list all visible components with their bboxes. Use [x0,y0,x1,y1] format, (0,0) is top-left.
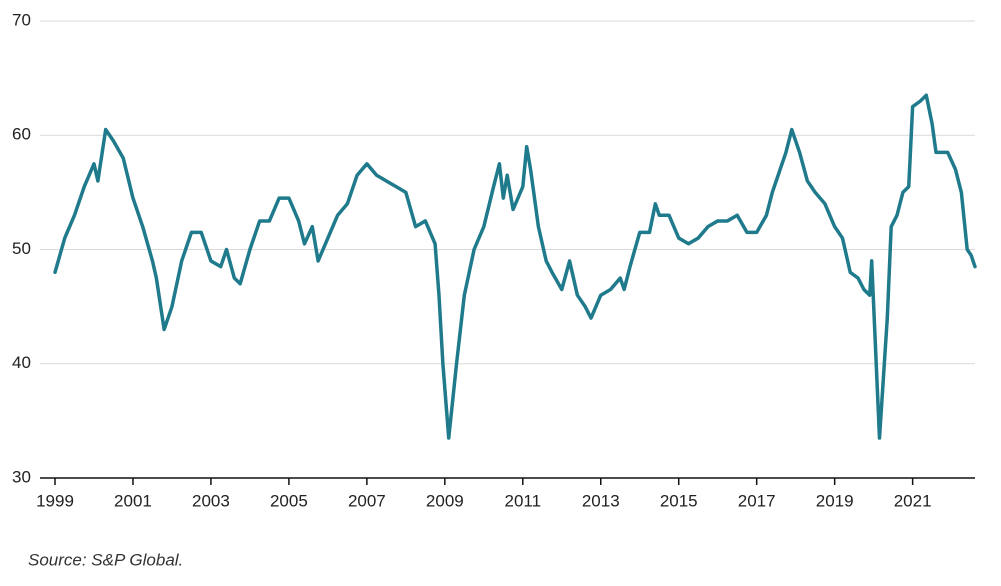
x-tick-label: 2017 [738,491,776,510]
x-tick-label: 2021 [894,491,932,510]
y-tick-label: 70 [12,10,31,29]
x-tick-label: 2015 [660,491,698,510]
y-tick-label: 30 [12,467,31,486]
y-tick-label: 60 [12,125,31,144]
x-tick-label: 2011 [505,491,542,510]
x-tick-label: 2001 [114,491,152,510]
data-line [53,93,977,440]
y-tick-label: 40 [12,353,31,372]
source-note: Source: S&P Global. [28,550,183,569]
x-tick-label: 1999 [36,491,74,510]
x-tick-label: 2019 [816,491,854,510]
x-tick-label: 2005 [270,491,308,510]
x-tick-label: 2007 [348,491,386,510]
x-tick-label: 2013 [582,491,620,510]
x-tick-label: 2003 [192,491,230,510]
y-tick-label: 50 [12,239,31,258]
x-tick-label: 2009 [426,491,464,510]
